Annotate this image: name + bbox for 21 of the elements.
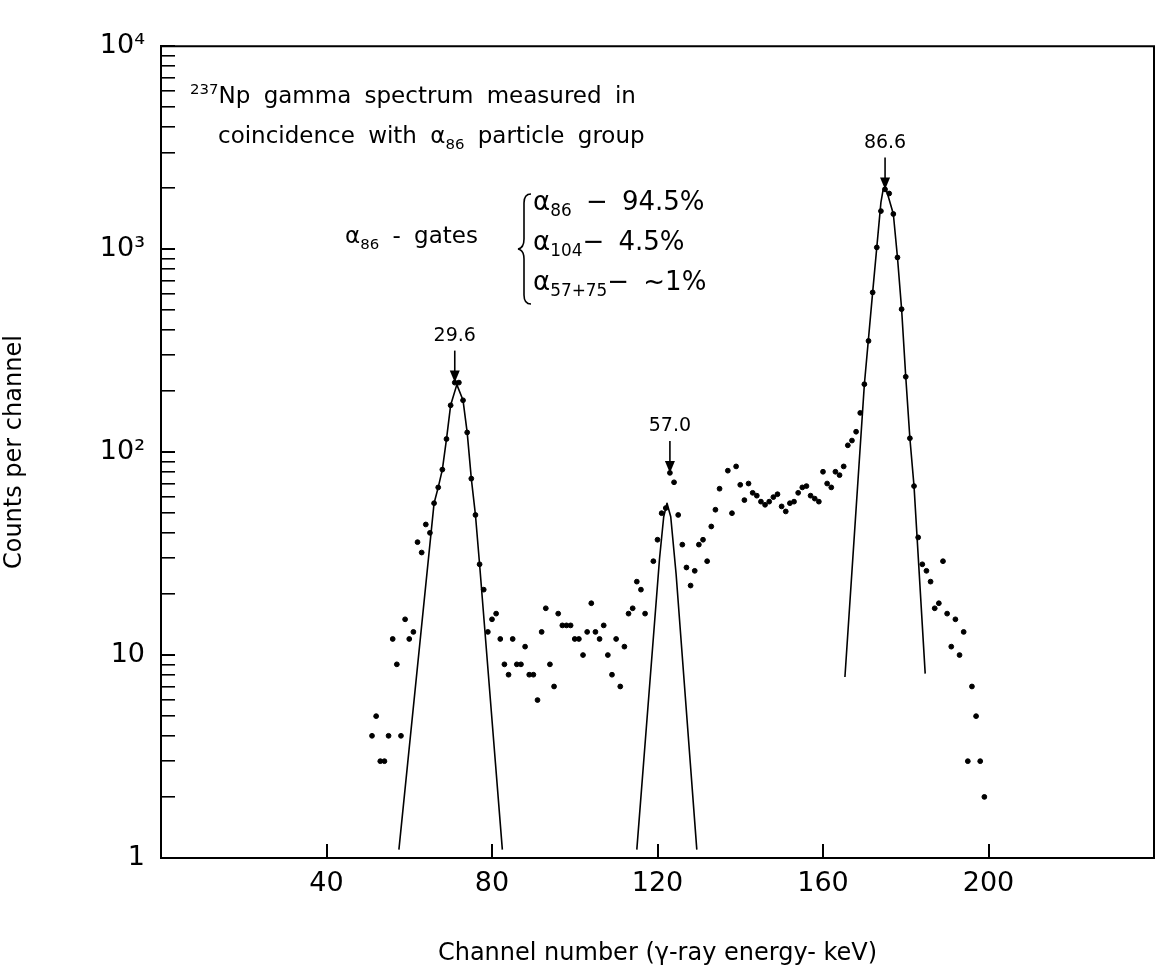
annotation: α$_{86}$ − 94.5%: [533, 186, 705, 221]
annotation: α$_{57+75}$− ~1%: [533, 266, 707, 301]
x-tick-label: 160: [797, 866, 849, 898]
y-tick-label: 10⁴: [99, 28, 145, 60]
annotation: 86.6: [863, 129, 907, 152]
y-tick-label: 1: [127, 840, 145, 872]
x-tick-label: 120: [631, 866, 684, 898]
x-axis-title: Channel number (γ-ray energy- keV): [437, 937, 878, 966]
x-tick-label: 40: [309, 866, 344, 898]
y-tick-label: 10: [110, 637, 145, 669]
annotation: 29.6: [433, 323, 476, 346]
y-axis-title: Counts per channel: [0, 335, 27, 570]
annotation: α$_{104}$− 4.5%: [533, 226, 685, 261]
x-tick-label: 200: [962, 866, 1015, 898]
annotation: 57.0: [648, 413, 692, 436]
y-tick-label: 10³: [99, 231, 145, 263]
y-tick-label: 10²: [99, 434, 145, 466]
annotation: coincidence with α$_{86}$ particle group: [218, 122, 645, 153]
annotation: $^{237}$Np gamma spectrum measured in: [190, 80, 636, 108]
annotation: α$_{86}$ - gates: [345, 222, 478, 253]
x-tick-label: 80: [474, 866, 510, 898]
